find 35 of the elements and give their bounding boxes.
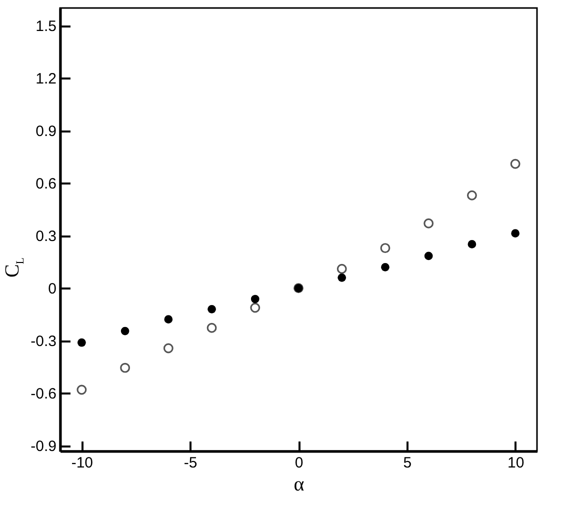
point: [120, 362, 130, 373]
point: [424, 252, 433, 260]
point: [424, 218, 434, 228]
x-tick-label: 5: [403, 454, 412, 472]
point: [338, 273, 346, 282]
point: [511, 229, 520, 238]
point: [164, 315, 173, 324]
x-tick-label: -10: [71, 454, 94, 472]
point: [381, 262, 390, 272]
y-tick-label: 0.3: [36, 228, 56, 246]
y-tick-label: -0.9: [30, 438, 56, 456]
x-tick-label: -5: [184, 454, 198, 472]
y-tick-label: 0: [48, 280, 56, 298]
y-tick-label: 0.9: [36, 123, 56, 140]
y-tick-label: 0.6: [36, 176, 56, 193]
point: [466, 190, 477, 200]
x-tick-label: 0: [294, 454, 304, 472]
y-tick-label: -0.6: [30, 386, 56, 403]
point: [468, 240, 476, 248]
point: [78, 338, 86, 347]
point: [380, 243, 390, 254]
point: [250, 294, 260, 304]
point: [163, 343, 174, 354]
point: [76, 384, 87, 395]
point: [250, 302, 260, 313]
x-axis-title: α: [294, 474, 305, 496]
x-tick-label: 10: [507, 454, 524, 472]
y-tick-label: -0.3: [30, 333, 56, 350]
y-tick-label: 1.5: [36, 18, 56, 36]
point: [336, 264, 347, 274]
point: [120, 326, 130, 336]
y-tick-label: 1.2: [36, 70, 56, 88]
point: [208, 304, 216, 314]
point: [206, 322, 217, 333]
point: [510, 158, 520, 169]
